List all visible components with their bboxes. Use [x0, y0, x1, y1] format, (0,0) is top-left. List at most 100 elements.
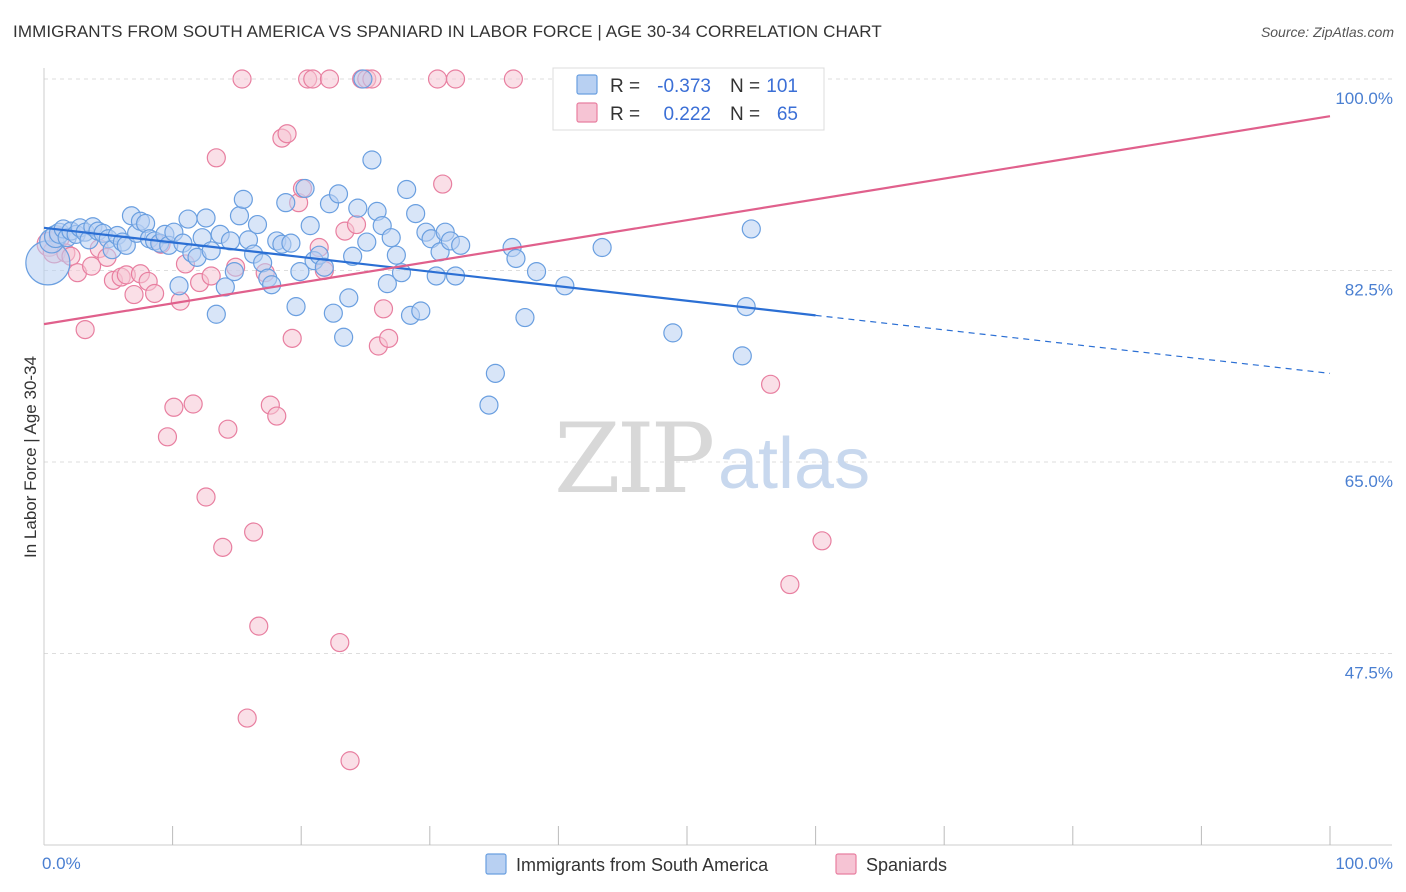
legend-n-value-pink: 65: [777, 104, 798, 125]
spaniard-point: [373, 299, 394, 319]
legend-swatch-pink: [576, 102, 598, 123]
spaniard-point: [760, 374, 781, 394]
spaniard-point: [213, 537, 233, 557]
south-america-point: [339, 288, 359, 308]
south-america-point: [281, 233, 301, 253]
south-america-point: [290, 261, 310, 282]
spaniard-point: [427, 69, 448, 89]
spaniard-point: [379, 328, 399, 348]
x-tick-label-right: 100.0%: [1335, 854, 1393, 873]
south-america-point: [224, 261, 244, 282]
trend-line-extension: [815, 314, 1331, 374]
south-america-point: [233, 189, 253, 209]
south-america-point: [451, 235, 471, 255]
legend-r-value-pink: 0.222: [663, 104, 711, 125]
south-america-point: [276, 193, 296, 213]
south-america-point: [426, 266, 446, 286]
watermark-atlas: atlas: [718, 424, 870, 504]
spaniard-point: [164, 397, 184, 417]
south-america-point: [506, 248, 526, 269]
chart-title: IMMIGRANTS FROM SOUTH AMERICA VS SPANIAR…: [13, 22, 882, 41]
spaniard-point: [237, 708, 257, 728]
south-america-point: [300, 216, 320, 236]
spaniard-point: [244, 522, 264, 542]
south-america-point: [343, 246, 363, 266]
south-america-point: [229, 206, 250, 226]
spaniard-point: [503, 69, 523, 89]
south-america-point: [479, 395, 499, 415]
legend-swatch-blue: [576, 74, 598, 95]
spaniard-point: [340, 751, 360, 771]
south-america-point: [663, 323, 683, 343]
south-america-point: [169, 276, 189, 296]
south-america-point: [353, 69, 373, 89]
south-america-point: [386, 245, 406, 265]
spaniard-point: [201, 266, 221, 286]
south-america-point: [348, 198, 368, 218]
spaniard-point: [218, 419, 238, 439]
legend-n-value-blue: 101: [766, 76, 798, 97]
south-america-point: [377, 274, 397, 294]
south-america-point: [397, 179, 417, 200]
spaniard-point: [780, 574, 800, 595]
south-america-point: [206, 304, 226, 324]
spaniards-points: [36, 69, 832, 771]
grid: [44, 78, 1392, 654]
south-america-point: [328, 184, 349, 204]
south-america-point: [196, 208, 216, 228]
south-america-point: [314, 257, 334, 277]
south-america-point: [201, 241, 221, 261]
spaniard-point: [282, 328, 302, 348]
legend-n-label: N =: [730, 76, 760, 97]
spaniard-point: [206, 148, 226, 168]
bottom-legend-label-pink: Spaniards: [866, 855, 947, 875]
south-america-point: [334, 327, 354, 347]
axes: [43, 68, 1392, 846]
spaniard-point: [196, 487, 216, 507]
south-america-point: [323, 303, 343, 323]
y-tick-label: 47.5%: [1345, 664, 1393, 683]
south-america-point: [295, 178, 315, 199]
legend-r-label: R =: [610, 104, 640, 125]
south-america-point: [178, 209, 198, 229]
spaniard-point: [124, 284, 144, 305]
south-america-point: [411, 301, 431, 321]
bottom-legend-swatch-pink: [835, 853, 857, 875]
south-america-point: [247, 214, 268, 235]
south-america-point: [741, 219, 761, 239]
spaniard-point: [157, 427, 178, 447]
correlation-legend: R = -0.373 N = 101 R = 0.222 N = 65: [552, 67, 825, 131]
spaniard-point: [277, 124, 297, 144]
south-america-points: [25, 69, 761, 415]
trend-line-spaniards: [43, 115, 1331, 326]
watermark-zip: ZIP: [554, 403, 713, 515]
spaniard-point: [445, 69, 466, 89]
spaniard-point: [144, 283, 165, 304]
y-tick-label: 82.5%: [1345, 281, 1393, 300]
trend-line-south-america: [43, 226, 816, 317]
spaniard-point: [346, 214, 367, 235]
y-axis-label: In Labor Force | Age 30-34: [21, 356, 40, 558]
spaniard-point: [303, 69, 323, 89]
spaniard-point: [249, 616, 269, 636]
legend-box: [552, 67, 825, 131]
tick-labels: 100.0% 82.5% 65.0% 47.5% 0.0% 100.0%: [42, 89, 1393, 873]
spaniard-point: [330, 632, 350, 653]
spaniard-point: [812, 531, 832, 551]
x-tick-label-left: 0.0%: [42, 854, 81, 873]
legend-r-label: R =: [610, 76, 640, 97]
y-tick-label: 65.0%: [1345, 472, 1393, 491]
south-america-point: [592, 237, 612, 258]
spaniard-point: [81, 256, 102, 276]
south-america-point: [526, 261, 547, 282]
south-america-point: [381, 228, 401, 248]
bottom-legend: Immigrants from South America Spaniards: [485, 853, 947, 875]
spaniard-point: [267, 406, 287, 426]
spaniard-point: [75, 319, 95, 340]
south-america-point: [286, 297, 306, 317]
south-america-point: [362, 150, 382, 170]
watermark: ZIP atlas: [554, 403, 870, 515]
legend-n-label: N =: [730, 104, 760, 125]
spaniard-point: [433, 174, 453, 194]
